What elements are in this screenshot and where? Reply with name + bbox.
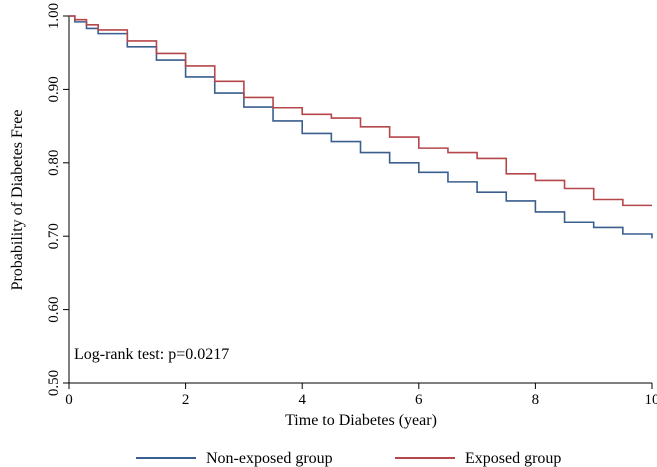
x-axis-title: Time to Diabetes (year): [285, 412, 437, 429]
y-axis-title: Probability of Diabetes Free: [9, 110, 26, 291]
legend-label-exposed: Exposed group: [465, 450, 561, 467]
x-tick-label: 4: [298, 392, 306, 408]
legend: Non-exposed group Exposed group: [136, 450, 561, 467]
y-tick-label: 0.60: [46, 296, 62, 322]
series-lines: [69, 15, 653, 239]
plot-frame: [68, 16, 652, 384]
y-tick-label: 0.90: [46, 76, 62, 102]
y-tick-label: 0.50: [46, 370, 62, 396]
x-tick-label: 10: [645, 392, 657, 408]
x-tick-label: 0: [65, 392, 73, 408]
log-rank-annotation: Log-rank test: p=0.0217: [74, 346, 229, 363]
series-line-exposed: [69, 15, 652, 207]
legend-label-non-exposed: Non-exposed group: [206, 450, 333, 467]
x-tick-label: 2: [182, 392, 190, 408]
y-tick-label: 1.00: [46, 3, 62, 29]
x-tick-label: 6: [415, 392, 423, 408]
x-axis-ticks: 0 2 4 6 8 10: [65, 383, 657, 408]
y-tick-label: 0.70: [46, 223, 62, 249]
x-tick-label: 8: [532, 392, 540, 408]
y-tick-label: 0.80: [46, 150, 62, 176]
y-axis-ticks: 0.50 0.60 0.70 0.80 0.90 1.00: [46, 3, 69, 396]
